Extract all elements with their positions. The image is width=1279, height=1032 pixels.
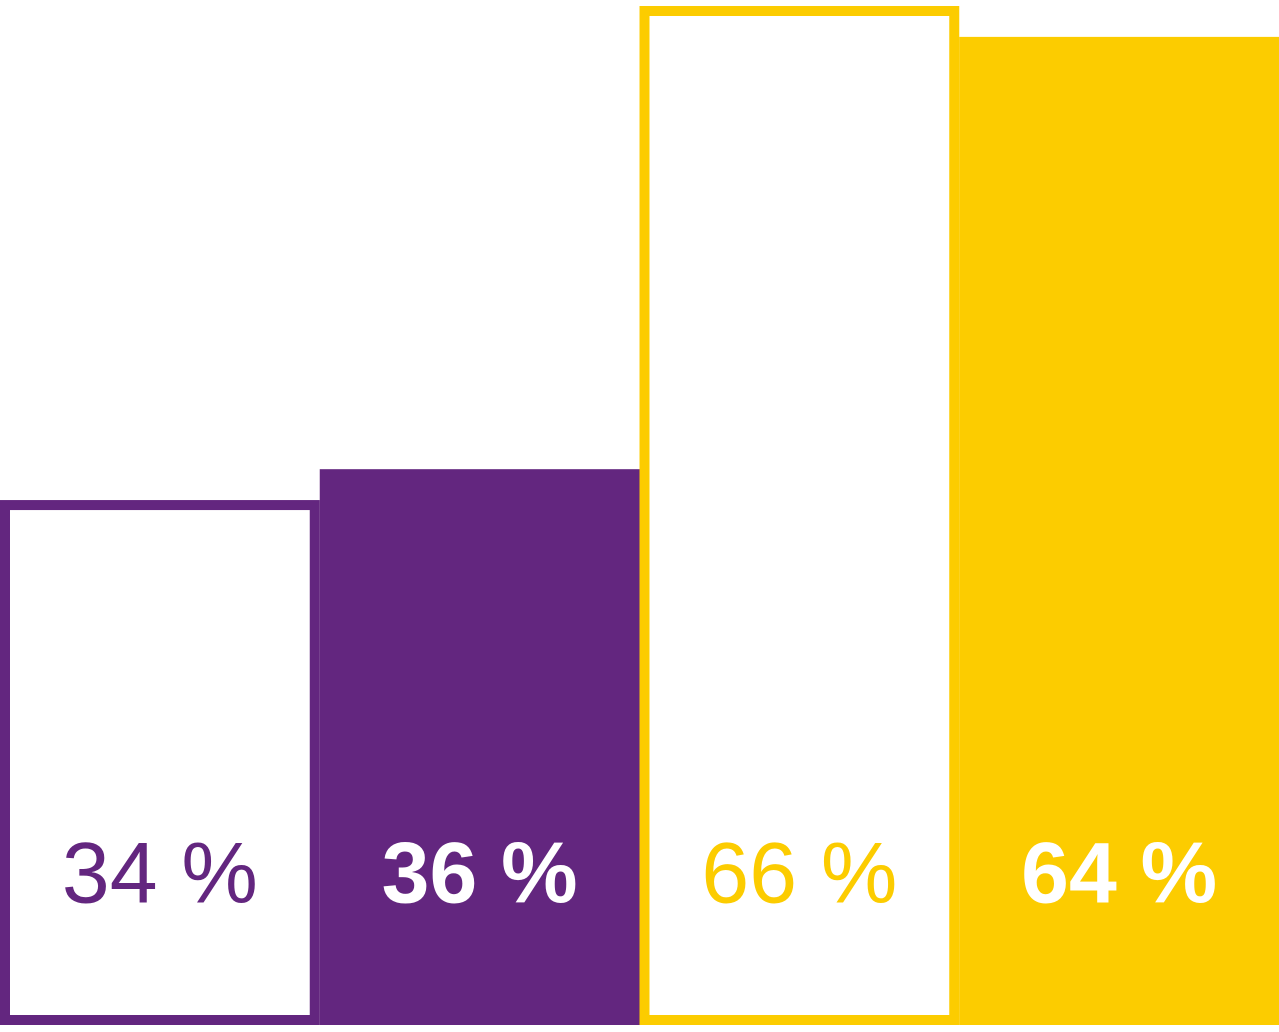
data-label: 36 %	[382, 826, 578, 922]
bar	[959, 36, 1279, 1026]
bar	[319, 469, 640, 1025]
bar	[639, 6, 960, 1025]
bar	[0, 500, 320, 1025]
data-label: 66 %	[701, 826, 897, 922]
data-label: 34 %	[62, 826, 258, 922]
data-label: 64 %	[1021, 826, 1217, 922]
